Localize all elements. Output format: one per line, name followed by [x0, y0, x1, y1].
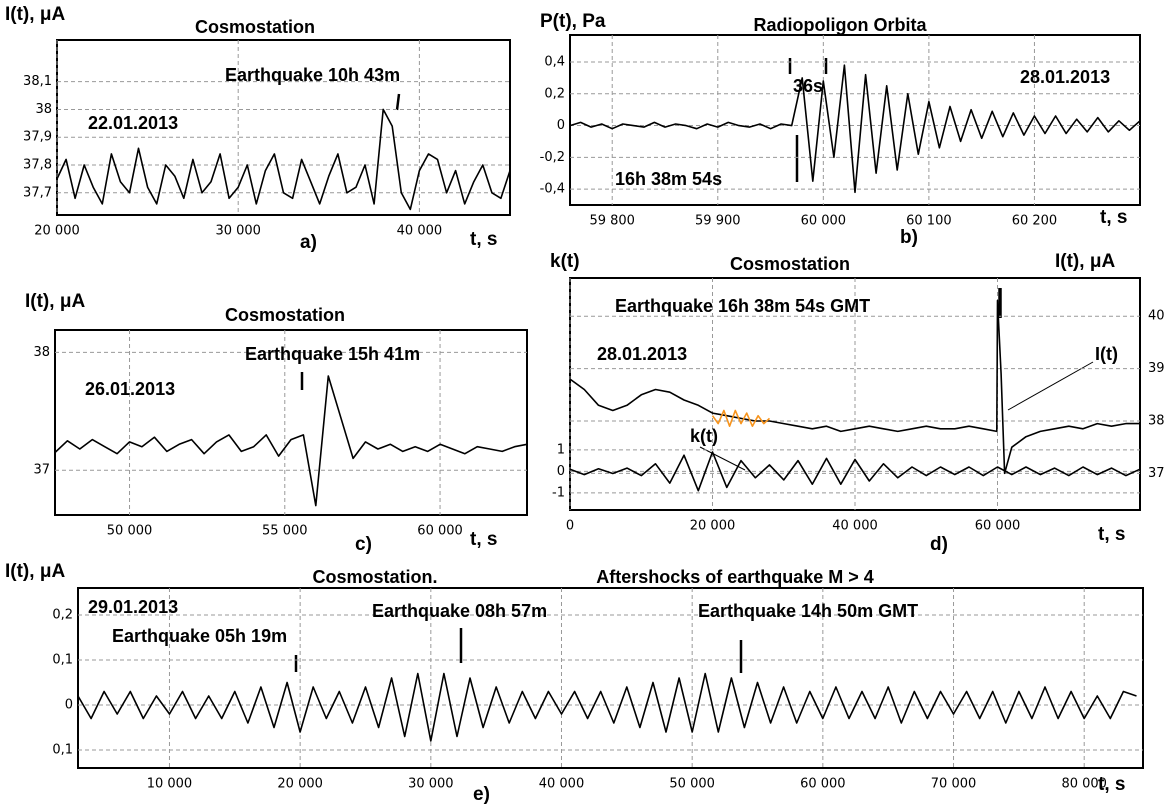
x-tick-label: 60 200: [1012, 214, 1058, 229]
x-tick-label: 20 000: [690, 519, 736, 534]
annotation: 26.01.2013: [85, 379, 175, 399]
x-tick-label: 55 000: [262, 524, 308, 539]
y-tick-label: 0,2: [544, 86, 565, 101]
series-line: [54, 375, 528, 507]
y-tick-label: 0,1: [52, 653, 73, 668]
x-tick-label: 20 000: [34, 224, 80, 239]
chart-title: Radiopoligon Orbita: [754, 15, 928, 35]
x-tick-label: 40 000: [539, 777, 585, 792]
y-tick-label: 0,2: [52, 608, 73, 623]
annotation: Earthquake 16h 38m 54s GMT: [615, 296, 870, 316]
series-line: [56, 108, 511, 211]
plot-frame: [569, 34, 1141, 206]
chart-title: Cosmostation.: [312, 567, 437, 587]
x-tick-label: 50 000: [669, 777, 715, 792]
series-label: k(t): [690, 426, 718, 446]
y-tick-label: 37,7: [23, 185, 52, 200]
x-tick-label: 59 800: [589, 214, 635, 229]
x-tick-label: 10 000: [147, 777, 193, 792]
annotation: 16h 38m 54s: [615, 169, 722, 189]
y2-tick-label: 39: [1148, 361, 1165, 376]
y-tick-label: -0,4: [540, 182, 565, 197]
y-tick-label: 0,1: [52, 743, 73, 758]
x-tick-label: 50 000: [107, 524, 153, 539]
x-axis-label: t, s: [470, 229, 497, 250]
x-tick-label: 30 000: [215, 224, 261, 239]
panel-label: a): [300, 232, 317, 253]
series-line: [77, 672, 1137, 742]
y2-tick-label: 38: [1148, 413, 1165, 428]
marker: [395, 93, 401, 111]
annotation: 29.01.2013: [88, 597, 178, 617]
series-line: [711, 409, 771, 427]
panel-label: e): [473, 784, 490, 804]
chart-title: Cosmostation: [195, 17, 315, 37]
x-tick-label: 60 000: [800, 777, 846, 792]
series-label: I(t): [1095, 344, 1118, 364]
y2-tick-label: 37: [1148, 466, 1165, 481]
annotation: Earthquake 08h 57m: [372, 601, 547, 621]
chart-title: Cosmostation: [730, 254, 850, 274]
x-tick-label: 40 000: [397, 224, 443, 239]
y-tick-label: 37,8: [23, 158, 52, 173]
y-tick-label: 0,4: [544, 55, 565, 70]
y-tick-label: -0,2: [540, 150, 565, 165]
panel-label: d): [930, 534, 948, 555]
x-tick-label: 59 900: [695, 214, 741, 229]
annotation: 36s: [793, 76, 823, 96]
leader-line: [1007, 361, 1094, 411]
panel-label: b): [900, 227, 918, 248]
y-tick-label: 38,1: [23, 74, 52, 89]
y-tick-label: 0: [557, 118, 565, 133]
x-axis-label: t, s: [1098, 524, 1125, 545]
series-line: [569, 451, 1141, 492]
plot-frame: [54, 329, 528, 516]
x-tick-label: 20 000: [277, 777, 323, 792]
y-tick-label: 1: [557, 442, 565, 457]
y-tick-label: 0: [557, 464, 565, 479]
chart-subtitle: Aftershocks of earthquake M > 4: [596, 567, 874, 587]
annotation: 28.01.2013: [1020, 67, 1110, 87]
annotation: Earthquake 05h 19m: [112, 626, 287, 646]
x-axis-label: t, s: [1100, 207, 1127, 228]
y-axis-label: I(t), μA: [25, 291, 85, 312]
x-tick-label: 60 000: [801, 214, 847, 229]
y-tick-label: 37: [33, 463, 50, 478]
series-line: [569, 299, 1140, 475]
x-axis-label: t, s: [470, 529, 497, 550]
chart-title: Cosmostation: [225, 305, 345, 325]
x-tick-label: 40 000: [832, 519, 878, 534]
x-tick-label: 70 000: [931, 777, 977, 792]
y-tick-label: -1: [552, 485, 565, 500]
x-axis-label: t, s: [1098, 774, 1125, 795]
annotation: Earthquake 15h 41m: [245, 344, 420, 364]
y-axis-label: P(t), Pa: [540, 11, 606, 32]
y-axis-label: k(t): [550, 251, 580, 272]
x-tick-label: 30 000: [408, 777, 454, 792]
y-tick-label: 38: [33, 345, 50, 360]
series-line: [569, 64, 1141, 194]
annotation: 22.01.2013: [88, 113, 178, 133]
y-tick-label: 37,9: [23, 130, 52, 145]
y-tick-label: 38: [35, 102, 52, 117]
y-tick-label: 0: [65, 698, 73, 713]
x-tick-label: 60 100: [906, 214, 952, 229]
x-tick-label: 80 000: [1061, 777, 1107, 792]
annotation: 28.01.2013: [597, 344, 687, 364]
x-tick-label: 0: [566, 519, 574, 534]
annotation: Earthquake 10h 43m: [225, 65, 400, 85]
y2-tick-label: 40: [1148, 309, 1165, 324]
panel-label: c): [355, 534, 372, 555]
y-axis-label: I(t), μA: [5, 4, 65, 25]
y-axis-label: I(t), μA: [5, 561, 65, 582]
x-tick-label: 60 000: [417, 524, 463, 539]
event-markers: [294, 58, 1002, 673]
x-tick-label: 60 000: [975, 519, 1021, 534]
y2-axis-label: I(t), μA: [1055, 251, 1115, 272]
plot-frame: [77, 587, 1144, 769]
annotation: Earthquake 14h 50m GMT: [698, 601, 918, 621]
